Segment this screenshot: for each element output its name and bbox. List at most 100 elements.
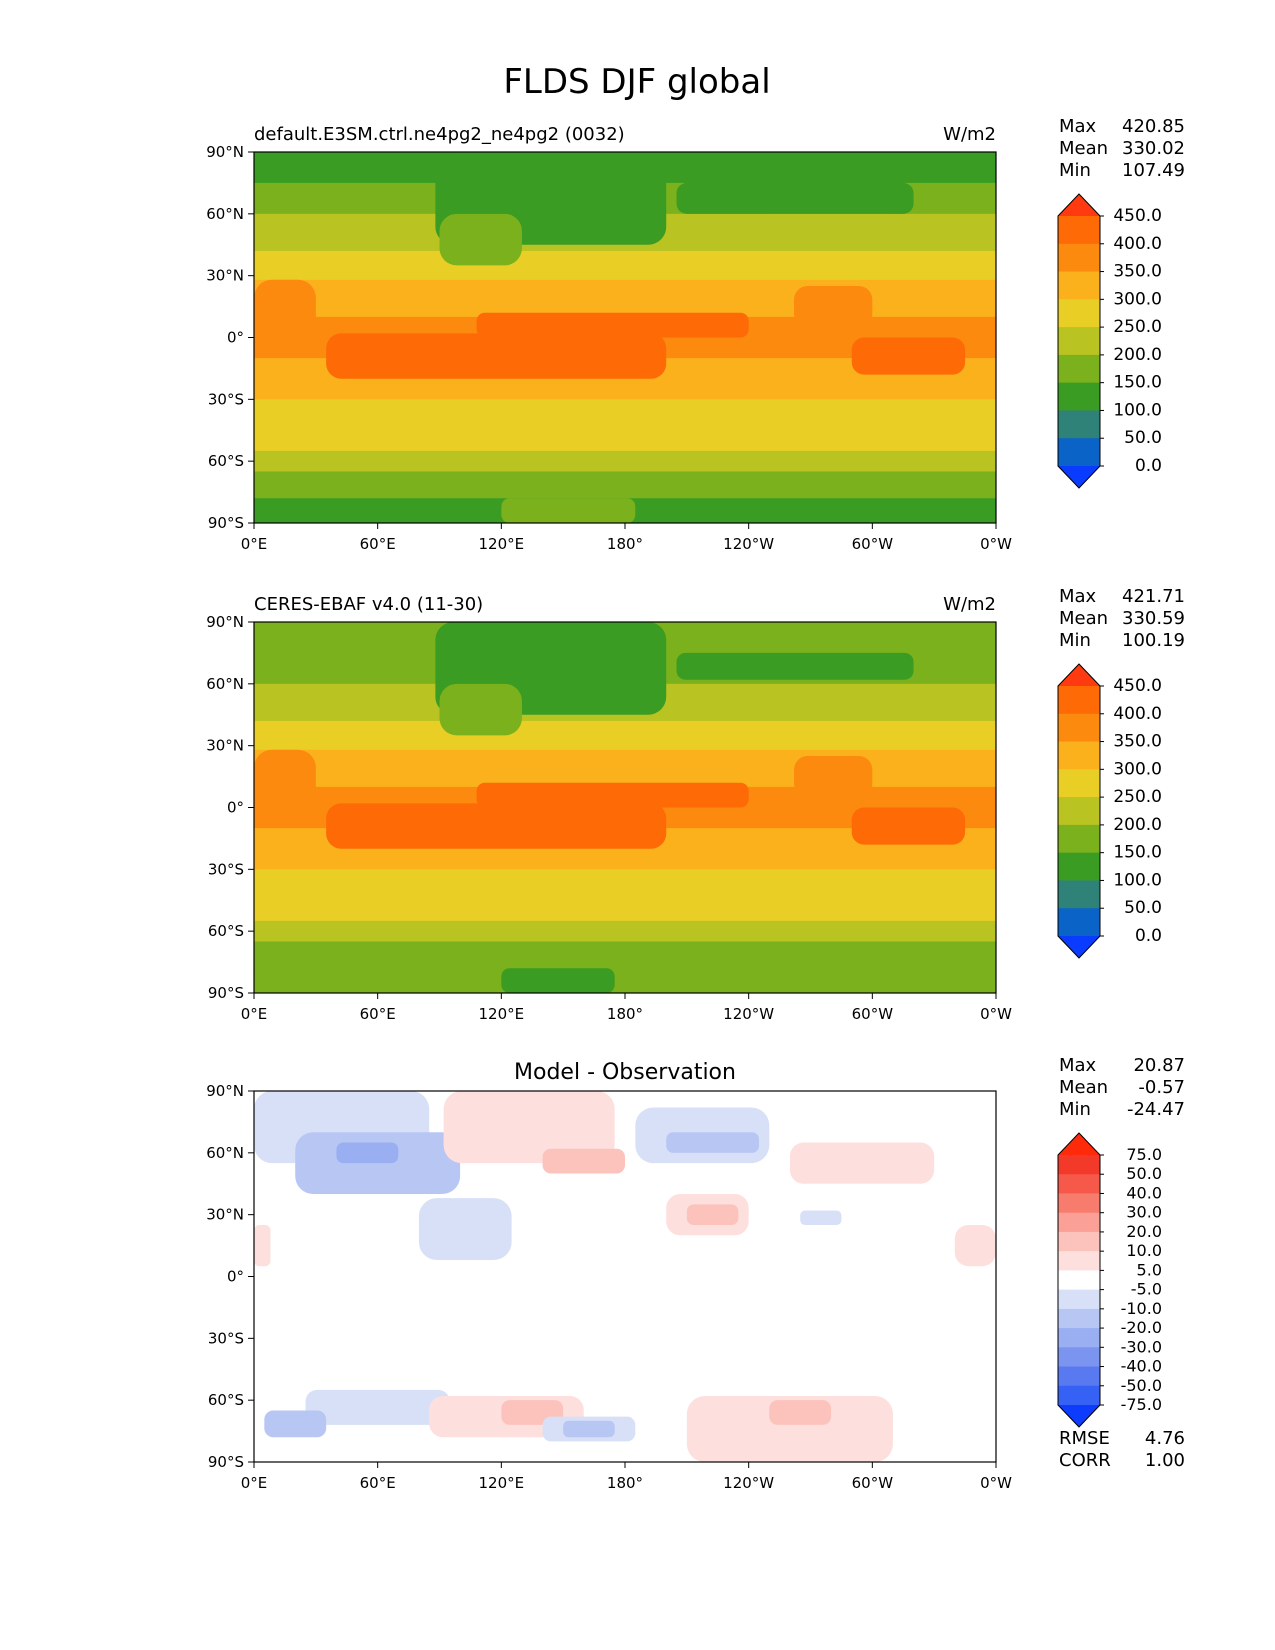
stat-value: 20.87 xyxy=(1133,1055,1185,1076)
colorbar-segment xyxy=(1058,1174,1100,1194)
x-tick-label: 180° xyxy=(607,1005,643,1023)
stat-value: 330.02 xyxy=(1122,138,1185,159)
colorbar-segment xyxy=(1058,1231,1100,1252)
colorbar-tick-label: 30.0 xyxy=(1126,1203,1162,1222)
colorbar-tick-label: -5.0 xyxy=(1131,1280,1162,1299)
field-region xyxy=(666,1132,759,1153)
stat-value: 107.49 xyxy=(1122,160,1185,181)
field-region xyxy=(800,1210,842,1225)
colorbar-segment xyxy=(1058,299,1100,328)
colorbar-segment xyxy=(1058,741,1100,770)
colorbar-tick-label: -10.0 xyxy=(1121,1299,1162,1318)
colorbar-segment xyxy=(1058,1385,1100,1406)
x-tick-label: 60°E xyxy=(360,1474,396,1492)
colorbar-segment xyxy=(1058,1155,1100,1175)
colorbar-tick-label: 250.0 xyxy=(1113,317,1162,337)
panel-2: 0°E 60°E 120°E 180° 120°W 60°W 0°W 90°N 60°N 30°N… xyxy=(206,586,1185,1023)
colorbar-segment xyxy=(1058,1251,1100,1271)
panel-title: CERES-EBAF v4.0 (11-30) xyxy=(254,594,483,615)
y-tick-label: 90°S xyxy=(208,1453,244,1471)
field-region xyxy=(476,312,749,338)
colorbar-tick-label: 300.0 xyxy=(1113,289,1162,309)
x-tick-label: 0°W xyxy=(980,535,1012,553)
stat-label: Min xyxy=(1059,630,1091,651)
colorbar-segment xyxy=(1058,1270,1100,1291)
colorbar-segment xyxy=(1058,1347,1100,1367)
y-tick-label: 30°N xyxy=(206,737,244,755)
y-tick-label: 60°N xyxy=(206,1144,244,1162)
colorbar-tick-label: 200.0 xyxy=(1113,815,1162,835)
field-region xyxy=(326,333,667,379)
y-tick-label: 30°S xyxy=(208,390,244,408)
lat-band xyxy=(254,430,996,452)
stat-label: Mean xyxy=(1059,138,1108,159)
x-tick-label: 60°E xyxy=(360,1005,396,1023)
lat-band xyxy=(254,941,996,969)
panels: 0°E 60°E 120°E 180° 120°W 60°W 0°W 90°N 60°N 30°N… xyxy=(206,116,1185,1492)
x-tick-label: 0°E xyxy=(241,1474,268,1492)
colorbar-segment xyxy=(1058,824,1100,854)
stat-label: Min xyxy=(1059,160,1091,181)
field-region xyxy=(443,1091,615,1164)
x-tick-label: 180° xyxy=(607,1474,643,1492)
x-tick-label: 120°W xyxy=(723,1005,774,1023)
colorbar-segment xyxy=(1058,271,1100,300)
x-tick-label: 120°E xyxy=(479,1474,525,1492)
x-tick-label: 120°E xyxy=(479,535,525,553)
colorbar-tick-label: 5.0 xyxy=(1137,1260,1162,1279)
colorbar-tick-label: 20.0 xyxy=(1126,1222,1162,1241)
field-region xyxy=(501,498,636,523)
map-field xyxy=(254,622,996,993)
footer-stat-value: 1.00 xyxy=(1145,1450,1185,1471)
field-region xyxy=(418,1198,512,1261)
footer-stat-label: CORR xyxy=(1059,1450,1111,1471)
colorbar-extend-min xyxy=(1058,1405,1100,1427)
lat-band xyxy=(254,450,996,472)
stat-label: Max xyxy=(1059,586,1097,607)
colorbar-extend-max xyxy=(1058,664,1100,686)
colorbar: 0.0 50.0 100.0 150.0 200.0 250.0 300.0 350.0 400… xyxy=(1057,193,1162,489)
stat-label: Max xyxy=(1059,1055,1097,1076)
colorbar-tick-label: 10.0 xyxy=(1126,1241,1162,1260)
colorbar-tick-label: -75.0 xyxy=(1121,1395,1162,1414)
lat-band xyxy=(254,900,996,922)
field-region xyxy=(686,1204,739,1225)
y-tick-label: 0° xyxy=(227,799,244,817)
map-field xyxy=(254,1091,996,1462)
field-region xyxy=(676,652,914,680)
y-tick-label: 30°S xyxy=(208,1329,244,1347)
y-tick-label: 90°N xyxy=(206,1082,244,1100)
lat-band xyxy=(254,279,996,318)
stat-value: 100.19 xyxy=(1122,630,1185,651)
colorbar-segment xyxy=(1058,880,1100,909)
colorbar-tick-label: 50.0 xyxy=(1126,1164,1162,1183)
colorbar-segment xyxy=(1058,354,1100,384)
y-tick-label: 90°N xyxy=(206,613,244,631)
lat-band xyxy=(254,399,996,431)
stat-label: Mean xyxy=(1059,1077,1108,1098)
colorbar-tick-label: 50.0 xyxy=(1124,428,1162,448)
field-region xyxy=(954,1224,996,1267)
colorbar-extend-max xyxy=(1058,194,1100,216)
field-region xyxy=(563,1420,615,1438)
field-region xyxy=(501,968,615,993)
lat-band xyxy=(254,968,996,993)
x-tick-label: 120°W xyxy=(723,1474,774,1492)
colorbar-segment xyxy=(1058,327,1100,356)
x-tick-label: 60°W xyxy=(852,1474,894,1492)
colorbar-segment xyxy=(1058,1328,1100,1348)
footer-stat-value: 4.76 xyxy=(1145,1428,1185,1449)
colorbar-tick-label: 400.0 xyxy=(1113,704,1162,724)
colorbar-tick-label: 150.0 xyxy=(1113,373,1162,393)
colorbar-extend-max xyxy=(1058,1133,1100,1155)
colorbar: -75.0-50.0-40.0-30.0-20.0-10.0-5.05.010.… xyxy=(1057,1132,1162,1428)
x-tick-label: 120°W xyxy=(723,535,774,553)
colorbar-tick-label: 75.0 xyxy=(1126,1145,1162,1164)
x-tick-label: 60°W xyxy=(852,535,894,553)
colorbar-tick-label: 100.0 xyxy=(1113,400,1162,420)
stat-value: -24.47 xyxy=(1127,1099,1185,1120)
colorbar-tick-label: 50.0 xyxy=(1124,898,1162,918)
field-region xyxy=(336,1142,399,1164)
stat-label: Mean xyxy=(1059,608,1108,629)
